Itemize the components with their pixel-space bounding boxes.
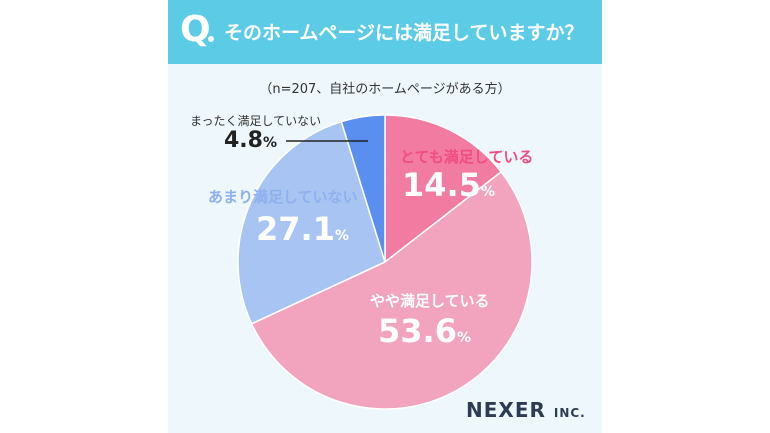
slice-label: あまり満足していない [208,188,358,206]
q-dot-icon [208,36,214,42]
question-banner: Q そのホームページには満足していますか？ [168,0,602,64]
chart-subtitle: （n=207、自社のホームページがある方） [259,82,511,97]
q-mark: Q [180,9,211,50]
label-very-satisfied: とても満足している [400,146,533,167]
slice-value: 4.8 [224,128,263,153]
chart-panel: Q そのホームページには満足していますか？ （n=207、自社のホームページがあ… [168,0,602,433]
pct-somewhat-satisfied: 53.6% [378,312,471,350]
pct-not-very-satisfied: 27.1% [256,210,349,248]
slice-very-satisfied [384,114,503,264]
pct-very-satisfied: 14.5% [402,166,495,204]
brand-name: NEXER [466,398,546,422]
slice-somewhat-satisfied [250,170,533,410]
label-somewhat-satisfied: やや満足している [370,290,490,311]
brand-suffix: INC. [553,406,586,420]
slice-not-very-satisfied [237,120,386,325]
unit-label: % [334,228,349,244]
label-not-satisfied: まったく満足していない [190,112,321,129]
unit-label: % [456,330,471,346]
slice-not-satisfied [340,114,386,263]
slice-value: 14.5 [402,166,481,204]
unit-label: % [480,184,495,200]
brand-logo: NEXER INC. [466,398,586,422]
slice-value: 53.6 [378,312,457,350]
question-text: そのホームページには満足していますか？ [224,22,584,44]
slice-label: とても満足している [400,148,534,166]
slice-value: 27.1 [256,210,335,248]
pie-chart [237,114,533,410]
slice-label: まったく満足していない [190,114,322,128]
slice-label: やや満足している [370,292,490,310]
unit-label: % [262,135,278,151]
label-not-very-satisfied: あまり満足していない [208,186,358,207]
pct-not-satisfied: 4.8% [224,128,277,153]
